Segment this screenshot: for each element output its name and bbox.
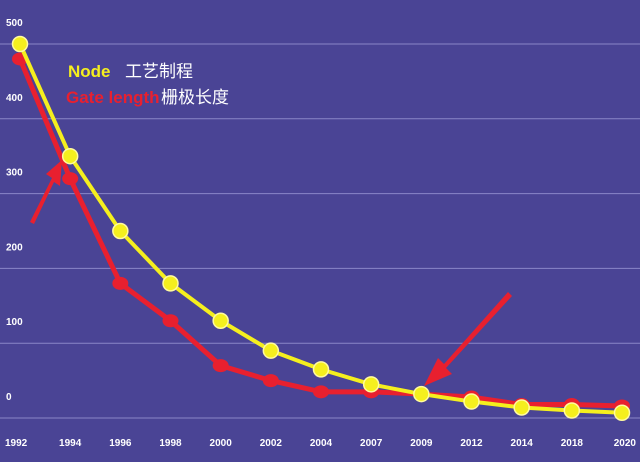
gate-length-point — [212, 359, 229, 373]
x-tick-label: 1996 — [109, 438, 132, 449]
x-tick-label: 2012 — [460, 438, 483, 449]
x-tick-label: 2020 — [614, 438, 637, 449]
x-tick-label: 2002 — [260, 438, 283, 449]
gate-length-point — [112, 276, 129, 290]
node-point — [262, 342, 280, 359]
x-tick-label: 2009 — [410, 438, 433, 449]
x-tick-label: 1992 — [5, 438, 28, 449]
legend-node-label: Node — [68, 62, 111, 81]
node-point — [362, 376, 380, 393]
annotation-arrow-left — [30, 160, 62, 224]
node-point — [162, 275, 179, 292]
node-point — [212, 312, 229, 330]
legend-gate-length-label: Gate length — [66, 88, 160, 107]
y-tick-label: 200 — [6, 242, 23, 253]
y-tick-label: 400 — [6, 93, 23, 104]
node-point — [413, 385, 430, 403]
x-tick-label: 1994 — [59, 438, 82, 449]
legend-node-cn-label: 工艺制程 — [125, 62, 193, 82]
x-tick-label: 2007 — [360, 438, 383, 449]
gate-length-point — [313, 385, 329, 399]
y-axis-ticks: 0 100 200 300 400 500 — [6, 18, 23, 403]
gate-length-point — [162, 314, 179, 328]
y-tick-label: 100 — [6, 317, 23, 328]
gate-length-point — [262, 374, 279, 388]
node-point — [563, 402, 581, 419]
series-layer — [11, 35, 631, 422]
annotation-arrow-right — [424, 292, 512, 386]
x-tick-label: 2014 — [511, 438, 534, 449]
legend: Node 工艺制程 Gate length 栅极长度 — [66, 62, 229, 108]
y-tick-label: 0 — [6, 392, 12, 403]
node-point — [613, 404, 631, 422]
y-tick-label: 500 — [6, 18, 23, 29]
gate-length-point — [62, 172, 79, 186]
x-axis-ticks: 1992 1994 1996 1998 2000 2002 2004 2007 2009 2012… — [5, 438, 636, 449]
annotation-arrows — [30, 160, 512, 386]
gridlines — [0, 43, 640, 419]
node-point — [312, 361, 330, 378]
y-tick-label: 300 — [6, 168, 23, 179]
node-point — [513, 399, 530, 416]
x-tick-label: 1998 — [159, 438, 182, 449]
node-point — [11, 35, 29, 53]
node-point — [61, 147, 79, 165]
x-tick-label: 2004 — [310, 438, 333, 449]
node-point — [463, 393, 480, 410]
x-tick-label: 2018 — [561, 438, 584, 449]
legend-gate-length-cn-label: 栅极长度 — [161, 88, 229, 108]
node-point — [112, 222, 129, 240]
x-tick-label: 2000 — [210, 438, 233, 449]
